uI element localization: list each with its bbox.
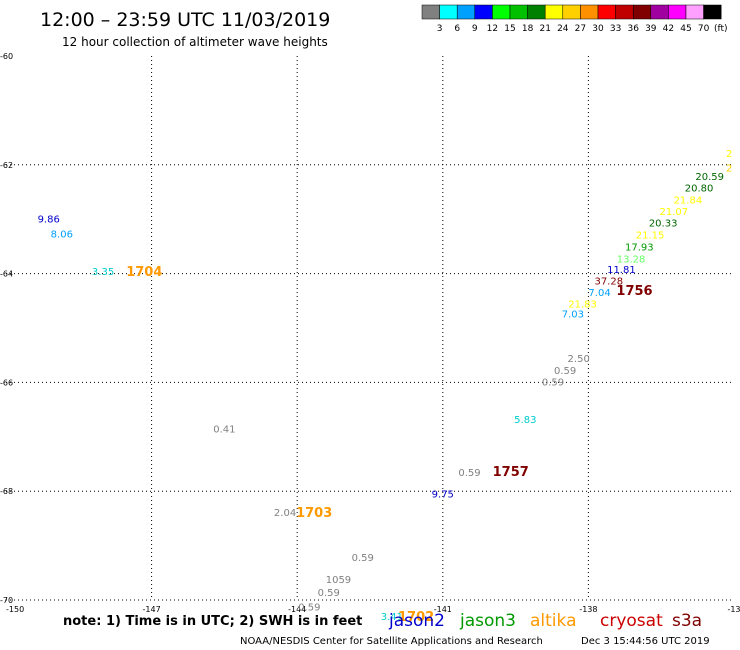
y-tick-label: -70: [0, 596, 13, 605]
color-scale-swatch: [439, 4, 458, 20]
y-tick-label: -62: [0, 161, 13, 170]
wave-height-value: 2.50: [568, 354, 590, 365]
wave-height-value: 2: [726, 164, 732, 175]
footer-timestamp: Dec 3 15:44:56 UTC 2019: [581, 636, 710, 647]
wave-height-value: 21.07: [659, 207, 688, 218]
color-scale-label: 45: [680, 24, 691, 34]
axis-tick-labels: -60 -62 -64 -66 -68 -70-150 -147 -144 -141 -138 -1…: [0, 52, 740, 614]
wave-height-value: 5.83: [514, 415, 536, 426]
x-tick-label: -138: [579, 605, 597, 614]
color-scale-label: 27: [575, 24, 586, 34]
wave-height-value: 3.35: [92, 267, 114, 278]
color-scale-swatch: [703, 4, 722, 20]
x-tick-label: -141: [434, 605, 452, 614]
wave-height-readings: 9.868.063.352220.5920.8021.8421.0720.332…: [38, 149, 733, 623]
x-tick-label: -13: [727, 605, 740, 614]
satellite-legend-jason2: jason2: [388, 611, 445, 631]
satellite-legend-jason3: jason3: [459, 611, 516, 631]
color-scale-label: 3: [437, 24, 443, 34]
cyclone-id-label: 1757: [493, 465, 529, 480]
color-scale-swatch: [597, 4, 616, 20]
color-scale-label: 42: [663, 24, 674, 34]
wave-height-value: 20.33: [649, 218, 678, 229]
y-tick-label: -66: [0, 378, 13, 387]
color-scale-label: 24: [557, 24, 569, 34]
cyclone-labels: 1704 1756 1757 1703 1702: [126, 265, 652, 625]
wave-height-value: 8.06: [51, 229, 73, 240]
wave-height-value: 2.04: [274, 508, 296, 519]
color-scale-label: 70: [698, 24, 710, 34]
color-scale-swatch: [492, 4, 511, 20]
color-scale-swatch: [509, 4, 528, 20]
wave-height-value: 2: [726, 149, 732, 160]
color-scale-legend: 3 6 9 12 15 18 21 24 27 30 33 36 39 42 45 70: [421, 4, 722, 34]
wave-height-value: 13.28: [617, 254, 646, 265]
wave-height-value: 11.81: [607, 265, 636, 276]
satellite-legend-altika: altika: [530, 611, 577, 631]
color-scale-label: 12: [487, 24, 498, 34]
chart-subtitle: 12 hour collection of altimeter wave hei…: [62, 35, 328, 49]
color-scale-label: 15: [504, 24, 515, 34]
wave-height-value: 20.59: [695, 172, 724, 183]
wave-height-value: 1059: [326, 575, 351, 586]
wave-height-value: 0.59: [554, 366, 576, 377]
wave-height-value: 17.93: [625, 242, 654, 253]
cyclone-id-label: 1756: [616, 284, 652, 299]
color-scale-unit: (ft): [714, 24, 728, 34]
x-tick-label: -150: [6, 605, 24, 614]
color-scale-label: 33: [610, 24, 621, 34]
wave-height-value: 21.83: [568, 300, 597, 311]
color-scale-swatch: [615, 4, 634, 20]
wave-height-value: 21.84: [674, 196, 703, 207]
wave-height-value: 0.59: [458, 468, 480, 479]
color-scale-label: 36: [627, 24, 639, 34]
color-scale-label: 30: [592, 24, 604, 34]
color-scale-label: 18: [522, 24, 534, 34]
wave-height-value: 0.41: [213, 425, 235, 436]
wave-height-value: 37.28: [594, 277, 623, 288]
color-scale-label: 9: [472, 24, 478, 34]
color-scale-swatch: [632, 4, 652, 20]
cyclone-id-label: 1704: [126, 265, 162, 280]
y-tick-label: -64: [0, 270, 13, 279]
wave-height-value: 9.75: [432, 489, 454, 500]
wave-height-value: 0.59: [298, 603, 320, 614]
wave-height-value: 7.04: [588, 288, 610, 299]
y-tick-label: -60: [0, 52, 13, 61]
wave-height-value: 0.59: [352, 553, 374, 564]
footer-credit: NOAA/NESDIS Center for Satellite Applica…: [240, 636, 543, 647]
wave-height-value: 21.15: [636, 230, 665, 241]
color-scale-swatch: [685, 4, 704, 20]
color-scale-swatch: [456, 4, 476, 20]
lat-lon-grid: [6, 56, 734, 601]
color-scale-swatch: [544, 4, 564, 20]
color-scale-label: 21: [539, 24, 550, 34]
x-tick-label: -147: [143, 605, 161, 614]
y-tick-label: -68: [0, 487, 13, 496]
satellite-legend-cryosat: cryosat: [600, 611, 663, 631]
color-scale-swatch: [650, 4, 669, 20]
chart-title: 12:00 – 23:59 UTC 11/03/2019: [40, 9, 330, 31]
wave-height-value: 3.41: [381, 612, 403, 623]
color-scale-swatch: [668, 4, 687, 20]
color-scale-swatch: [562, 4, 581, 20]
cyclone-id-label: 1702: [398, 610, 434, 625]
color-scale-swatch: [580, 4, 599, 20]
satellite-legend-s3a: s3a: [672, 611, 702, 631]
wave-height-value: 0.59: [318, 588, 340, 599]
wave-height-value: 20.80: [685, 184, 714, 195]
color-scale-swatch: [527, 4, 546, 20]
color-scale-swatch: [474, 4, 493, 20]
footer-note: note: 1) Time is in UTC; 2) SWH is in fe…: [63, 614, 362, 629]
wave-height-value: 0.59: [542, 377, 564, 388]
wave-height-value: 7.03: [562, 309, 584, 320]
x-tick-label: -144: [288, 605, 306, 614]
cyclone-id-label: 1703: [296, 506, 332, 521]
color-scale-swatch: [421, 4, 440, 20]
satellite-legend: jason2 jason3 altika cryosat s3a: [388, 611, 702, 631]
color-scale-label: 6: [454, 24, 460, 34]
wave-height-value: 9.86: [38, 215, 60, 226]
color-scale-label: 39: [645, 24, 657, 34]
